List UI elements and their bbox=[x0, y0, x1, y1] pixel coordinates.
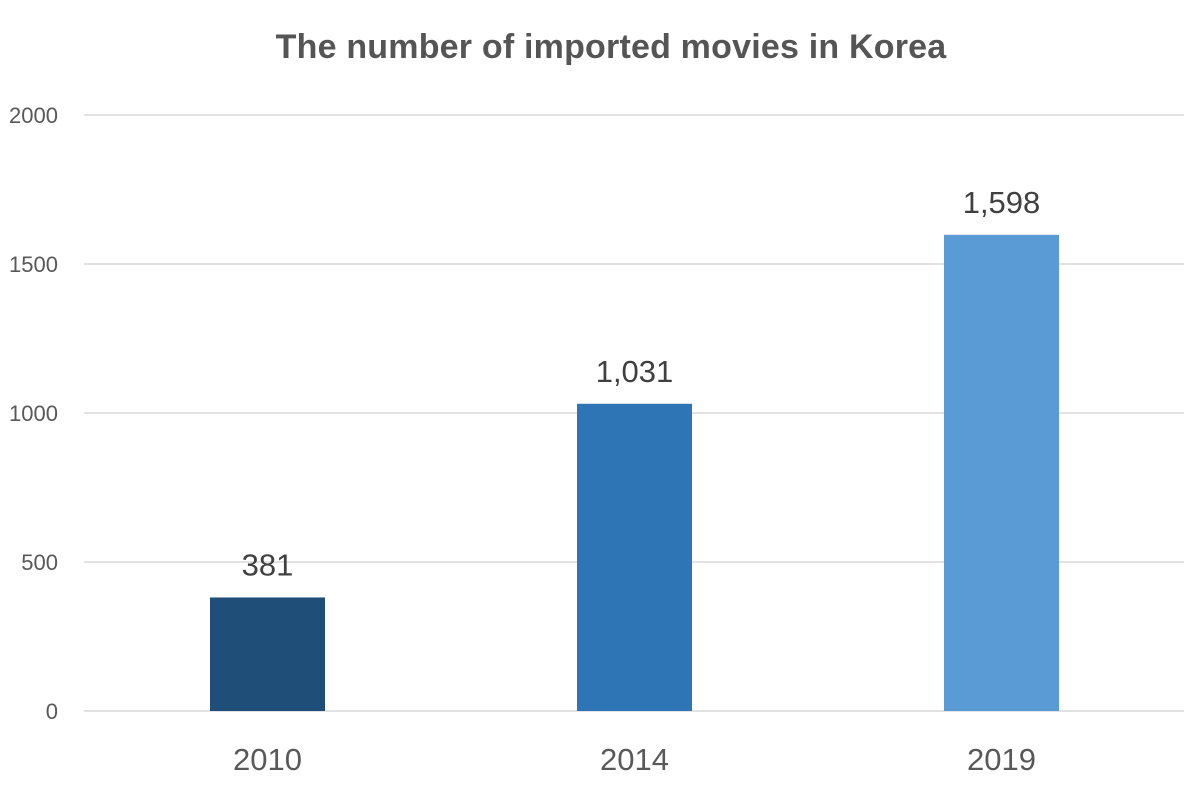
y-tick-label: 2000 bbox=[9, 103, 58, 128]
y-tick-label: 1500 bbox=[9, 252, 58, 277]
y-tick-label: 0 bbox=[46, 699, 58, 724]
data-label-2019: 1,598 bbox=[963, 185, 1041, 220]
x-tick-label-2010: 2010 bbox=[233, 742, 302, 777]
bar-2019 bbox=[944, 234, 1059, 711]
data-labels: 381 1,031 1,598 bbox=[242, 185, 1041, 583]
x-tick-label-2019: 2019 bbox=[967, 742, 1036, 777]
bar-2010 bbox=[210, 597, 325, 711]
data-label-2010: 381 bbox=[242, 547, 294, 582]
bars bbox=[210, 234, 1059, 711]
y-tick-label: 1000 bbox=[9, 401, 58, 426]
chart-title: The number of imported movies in Korea bbox=[275, 28, 947, 66]
y-axis-ticks: 0 500 1000 1500 2000 bbox=[9, 103, 58, 724]
data-label-2014: 1,031 bbox=[596, 354, 674, 389]
bar-2014 bbox=[577, 403, 692, 711]
y-tick-label: 500 bbox=[21, 550, 58, 575]
x-axis-ticks: 2010 2014 2019 bbox=[233, 742, 1036, 777]
x-tick-label-2014: 2014 bbox=[600, 742, 669, 777]
